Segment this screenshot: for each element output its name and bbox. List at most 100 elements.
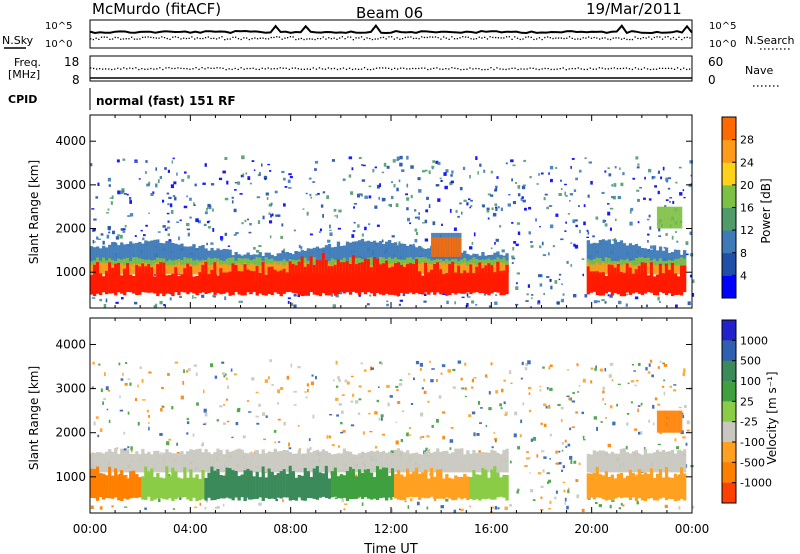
- power-echo: [560, 238, 564, 241]
- nave-point: [372, 68, 375, 70]
- power-echo: [675, 231, 677, 233]
- power-echo: [524, 207, 527, 211]
- power-echo: [195, 218, 199, 223]
- x-tick-label: 12:00: [374, 522, 409, 536]
- power-echo: [625, 263, 630, 293]
- nave-point: [96, 68, 98, 70]
- velocity-echo: [308, 438, 311, 442]
- power-echo: [554, 280, 558, 284]
- power-echo: [463, 262, 467, 275]
- colorbar-swatch: [722, 360, 736, 382]
- power-echo: [108, 262, 112, 294]
- power-echo: [595, 262, 599, 275]
- power-echo: [624, 293, 629, 296]
- velocity-echo: [543, 423, 547, 427]
- velocity-echo: [330, 454, 335, 473]
- x-tick-label: 00:00: [675, 522, 710, 536]
- power-echo: [516, 282, 518, 285]
- nsearch-point: [629, 38, 631, 41]
- velocity-echo: [237, 476, 241, 501]
- power-echo: [613, 267, 617, 293]
- power-echo: [135, 264, 139, 296]
- velocity-echo: [255, 415, 259, 418]
- velocity-echo: [657, 443, 661, 446]
- velocity-echo: [457, 448, 461, 473]
- power-echo: [619, 265, 624, 275]
- velocity-echo: [144, 453, 148, 473]
- power-echo: [207, 257, 211, 273]
- power-echo: [153, 276, 157, 294]
- power-echo: [604, 263, 608, 275]
- nave-point: [165, 67, 167, 69]
- velocity-echo: [671, 410, 675, 433]
- nave-point: [258, 68, 260, 71]
- velocity-echo: [236, 409, 241, 413]
- power-echo: [186, 228, 190, 231]
- velocity-echo: [114, 468, 118, 498]
- power-echo: [565, 221, 567, 224]
- nave-point: [291, 67, 293, 69]
- velocity-echo: [326, 435, 329, 439]
- x-tick-label: 00:00: [73, 522, 108, 536]
- power-echo: [216, 275, 220, 294]
- power-echo: [511, 257, 516, 260]
- power-echo: [357, 193, 360, 198]
- velocity-echo: [130, 446, 133, 451]
- nsearch-point: [415, 37, 417, 39]
- velocity-echo: [198, 478, 202, 501]
- power-echo: [285, 262, 289, 275]
- power-echo: [634, 243, 639, 266]
- velocity-echo: [387, 402, 390, 407]
- velocity-echo: [561, 449, 564, 452]
- power-echo: [669, 197, 673, 199]
- colorbar-tick-label: 500: [740, 355, 761, 368]
- power-echo: [267, 163, 270, 166]
- velocity-echo: [357, 412, 361, 415]
- power-echo: [637, 198, 640, 202]
- velocity-echo: [297, 366, 301, 369]
- power-echo: [106, 212, 109, 214]
- velocity-echo: [549, 387, 553, 391]
- velocity-echo: [263, 438, 266, 441]
- nave-point: [391, 68, 393, 71]
- velocity-echo: [226, 420, 230, 423]
- power-echo: [617, 196, 621, 200]
- velocity-echo: [439, 469, 443, 499]
- power-echo: [141, 243, 145, 266]
- power-echo: [93, 247, 97, 266]
- velocity-echo: [503, 379, 506, 382]
- nsearch-point: [256, 38, 259, 40]
- power-echo: [646, 249, 651, 266]
- nsearch-point: [287, 37, 289, 39]
- velocity-echo: [300, 475, 304, 501]
- power-echo: [261, 256, 265, 266]
- power-echo: [256, 249, 260, 253]
- nave-point: [439, 68, 441, 70]
- power-echo: [431, 165, 435, 168]
- velocity-echo: [612, 421, 616, 426]
- velocity-echo: [408, 427, 412, 429]
- colorbar-frame: [721, 319, 737, 504]
- velocity-echo: [643, 472, 648, 502]
- velocity-echo: [602, 390, 605, 394]
- velocity-echo: [282, 499, 284, 503]
- velocity-echo: [677, 450, 681, 473]
- power-echo: [661, 250, 666, 266]
- colorbar-swatch: [722, 230, 736, 254]
- power-echo: [512, 164, 516, 167]
- power-echo: [183, 246, 187, 266]
- nsearch-point: [391, 36, 393, 38]
- power-echo: [329, 229, 332, 232]
- nsearch-point: [426, 36, 428, 39]
- power-echo: [494, 203, 498, 206]
- velocity-echo: [150, 454, 154, 473]
- power-echo: [667, 177, 672, 180]
- velocity-echo: [307, 388, 309, 393]
- velocity-echo: [201, 452, 205, 473]
- power-echo: [622, 243, 627, 266]
- power-echo: [375, 258, 380, 293]
- power-echo: [499, 262, 503, 275]
- nave-point: [234, 67, 236, 70]
- power-echo: [102, 240, 105, 245]
- velocity-echo: [682, 415, 685, 419]
